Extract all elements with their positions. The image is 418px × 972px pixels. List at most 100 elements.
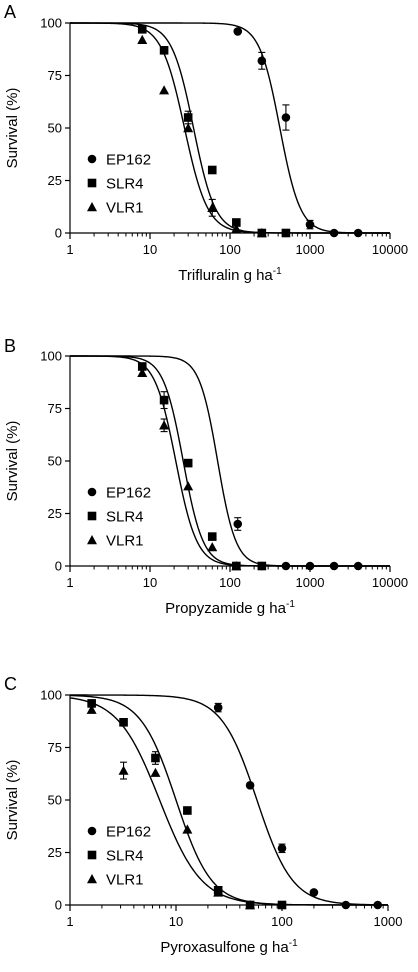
legend-label: SLR4 xyxy=(106,509,144,526)
data-point xyxy=(231,223,242,233)
x-tick-label: 1 xyxy=(66,242,73,257)
data-point xyxy=(257,56,267,66)
y-tick-label: 50 xyxy=(48,793,62,808)
fit-curve xyxy=(69,697,388,906)
data-point xyxy=(245,900,256,910)
data-point xyxy=(281,113,291,122)
legend-marker xyxy=(87,202,97,212)
data-point xyxy=(159,85,170,95)
data-point xyxy=(159,395,169,405)
panel-letter: C xyxy=(4,674,17,694)
legend-marker xyxy=(87,826,97,836)
y-tick-label: 0 xyxy=(55,559,62,574)
data-point xyxy=(137,367,148,377)
series-VLR1 xyxy=(69,697,388,910)
legend: EP162 SLR4 VLR1 xyxy=(87,485,151,550)
series-EP162 xyxy=(70,694,389,910)
data-point xyxy=(207,165,217,175)
data-point xyxy=(183,481,194,491)
data-point xyxy=(183,113,193,122)
x-tick-label: 10 xyxy=(169,914,183,929)
x-tick-label: 10 xyxy=(143,242,157,257)
y-tick-label: 75 xyxy=(48,740,62,755)
data-point xyxy=(256,228,267,238)
legend-marker xyxy=(87,511,97,521)
y-tick-label: 0 xyxy=(55,898,62,913)
y-tick-label: 100 xyxy=(40,349,62,364)
y-axis-label: Survival (%) xyxy=(4,421,21,502)
data-point xyxy=(305,220,315,229)
x-tick-label: 1 xyxy=(66,914,73,929)
legend-label: VLR1 xyxy=(106,533,144,550)
panel-letter: A xyxy=(4,2,16,22)
y-tick-label: 100 xyxy=(40,16,62,31)
data-point xyxy=(159,46,169,55)
x-tick-label: 100 xyxy=(271,914,293,929)
data-point xyxy=(137,34,148,44)
y-tick-label: 75 xyxy=(48,401,62,416)
x-axis-label: Trifluralin g ha-1 xyxy=(178,266,282,284)
x-axis-label: Pyroxasulfone g ha-1 xyxy=(160,938,298,956)
legend-label: EP162 xyxy=(106,824,151,841)
panel-C: C 0 25 50 75 100 1 10 100 1000 Survival (%) Pyroxas… xyxy=(4,674,402,956)
legend-marker xyxy=(87,535,97,545)
data-point xyxy=(118,765,129,775)
series-EP162 xyxy=(70,22,390,238)
panel-letter: B xyxy=(4,336,16,356)
x-tick-label: 10000 xyxy=(372,575,408,590)
data-point xyxy=(245,781,255,790)
y-axis-label: Survival (%) xyxy=(4,760,21,841)
y-tick-label: 25 xyxy=(48,506,62,521)
fit-curve xyxy=(70,22,390,234)
data-point xyxy=(183,806,192,815)
legend-label: VLR1 xyxy=(106,872,144,889)
data-point xyxy=(207,202,218,212)
y-tick-label: 25 xyxy=(48,845,62,860)
y-tick-label: 75 xyxy=(48,68,62,83)
legend: EP162 SLR4 VLR1 xyxy=(87,152,151,217)
data-point xyxy=(119,718,128,727)
data-point xyxy=(151,753,160,763)
data-point xyxy=(233,519,243,529)
legend-marker xyxy=(87,154,97,164)
x-tick-label: 1000 xyxy=(374,914,403,929)
data-point xyxy=(309,888,319,897)
y-tick-label: 0 xyxy=(55,226,62,241)
legend-marker xyxy=(87,850,97,860)
panel-B: B 0 25 50 75 100 1 10 100 1000 10000 Survival (%) Pr… xyxy=(4,336,408,617)
legend-label: VLR1 xyxy=(106,200,144,217)
series-VLR1 xyxy=(70,22,390,238)
legend: EP162 SLR4 VLR1 xyxy=(87,824,151,889)
fit-curve xyxy=(70,355,390,567)
x-tick-label: 1 xyxy=(66,575,73,590)
data-point xyxy=(213,887,224,897)
data-point xyxy=(207,542,218,552)
data-point xyxy=(207,532,217,541)
data-point xyxy=(137,362,147,371)
data-point xyxy=(277,844,287,853)
x-axis-label: Propyzamide g ha-1 xyxy=(165,599,295,617)
legend-marker xyxy=(87,874,97,884)
y-tick-label: 25 xyxy=(48,173,62,188)
series-VLR1 xyxy=(70,355,390,571)
legend-marker xyxy=(87,487,97,497)
legend-label: EP162 xyxy=(106,152,151,169)
data-point xyxy=(183,458,193,468)
y-tick-label: 50 xyxy=(48,454,62,469)
data-point xyxy=(86,704,97,714)
legend-label: SLR4 xyxy=(106,848,144,865)
legend-label: SLR4 xyxy=(106,176,144,193)
data-point xyxy=(159,420,170,430)
x-tick-label: 10 xyxy=(143,575,157,590)
x-tick-label: 1000 xyxy=(296,242,325,257)
fit-curve xyxy=(70,694,389,906)
y-tick-label: 100 xyxy=(40,688,62,703)
data-point xyxy=(137,25,147,34)
data-point xyxy=(150,767,161,777)
x-tick-label: 1000 xyxy=(296,575,325,590)
x-tick-label: 100 xyxy=(219,575,241,590)
data-point xyxy=(232,218,241,227)
data-point xyxy=(231,561,242,571)
legend-marker xyxy=(87,178,97,188)
